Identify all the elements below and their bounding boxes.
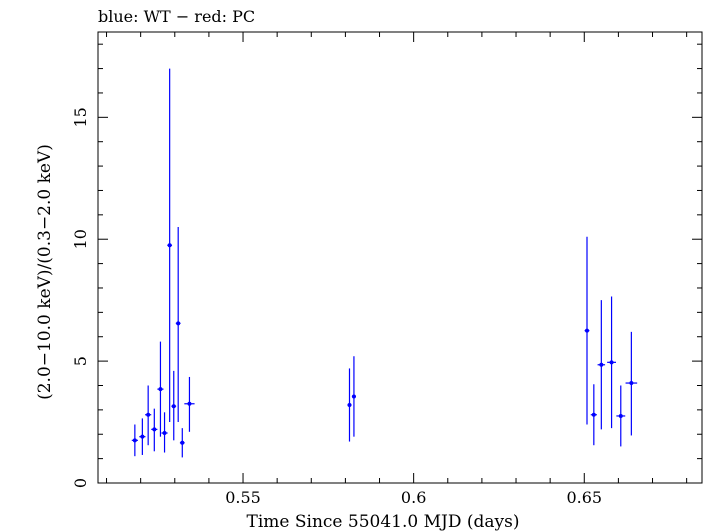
x-axis-ticks: 0.55 0.6 0.65 xyxy=(106,32,688,507)
y-axis-label: (2.0−10.0 keV)/(0.3−2.0 keV) xyxy=(35,144,55,400)
data-point xyxy=(171,370,177,441)
data-point xyxy=(179,428,185,458)
point-marker xyxy=(599,362,604,367)
y-tick-label: 5 xyxy=(71,356,90,366)
point-marker xyxy=(591,412,596,417)
y-tick-label: 0 xyxy=(71,478,90,488)
y-axis-ticks: 0 5 10 15 xyxy=(71,43,702,488)
data-point xyxy=(597,300,606,430)
point-marker xyxy=(180,440,185,445)
data-point xyxy=(616,385,626,447)
data-point xyxy=(157,341,164,437)
point-marker xyxy=(347,402,352,407)
point-marker xyxy=(158,387,163,392)
data-point xyxy=(175,227,181,423)
point-marker xyxy=(152,427,157,432)
x-tick-label: 0.55 xyxy=(225,488,261,507)
data-points xyxy=(131,68,638,458)
point-marker xyxy=(618,413,623,418)
chart-title: blue: WT − red: PC xyxy=(98,7,255,26)
point-marker xyxy=(187,401,192,406)
data-point xyxy=(607,296,617,429)
y-tick-label: 15 xyxy=(71,107,90,127)
x-tick-label: 0.65 xyxy=(566,488,602,507)
point-marker xyxy=(146,412,151,417)
data-point xyxy=(139,418,146,455)
y-tick-label: 10 xyxy=(71,229,90,249)
point-marker xyxy=(585,328,590,333)
data-point xyxy=(625,331,638,436)
data-point xyxy=(584,236,590,425)
data-point xyxy=(347,368,352,442)
data-point xyxy=(351,356,356,437)
data-point xyxy=(167,68,173,423)
x-axis-label: Time Since 55041.0 MJD (days) xyxy=(247,512,520,532)
point-marker xyxy=(140,434,145,439)
point-marker xyxy=(609,360,614,365)
point-marker xyxy=(351,394,356,399)
point-marker xyxy=(132,438,137,443)
data-point xyxy=(151,408,158,452)
data-point xyxy=(145,385,152,446)
point-marker xyxy=(167,243,172,248)
data-point xyxy=(161,412,168,453)
data-point xyxy=(590,384,597,446)
point-marker xyxy=(176,321,181,326)
x-tick-label: 0.6 xyxy=(401,488,426,507)
data-point xyxy=(184,376,195,432)
point-marker xyxy=(171,404,176,409)
data-point xyxy=(131,424,138,457)
point-marker xyxy=(629,381,634,386)
point-marker xyxy=(162,431,167,436)
plot-frame xyxy=(97,31,703,484)
